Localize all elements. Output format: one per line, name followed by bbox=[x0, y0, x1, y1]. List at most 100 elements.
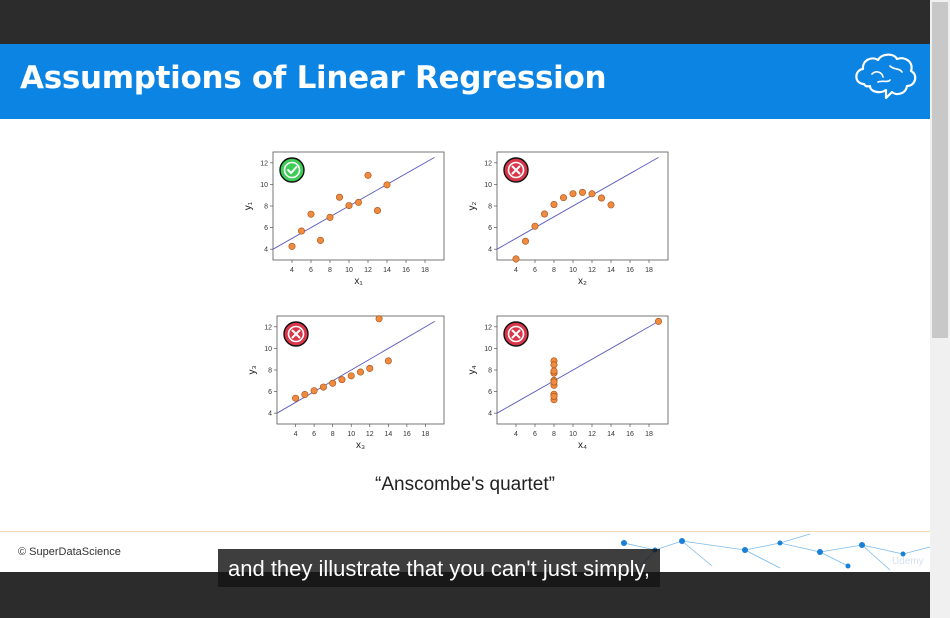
data-point bbox=[301, 391, 309, 399]
cross-icon bbox=[503, 321, 529, 347]
x-tick-label: 16 bbox=[402, 267, 410, 274]
data-point bbox=[578, 188, 586, 196]
y-tick-label: 6 bbox=[268, 389, 272, 396]
data-point bbox=[375, 315, 383, 323]
x-tick-label: 4 bbox=[514, 431, 518, 438]
udemy-watermark: Udemy bbox=[892, 556, 924, 567]
y-tick-label: 6 bbox=[488, 389, 492, 396]
x-tick-label: 16 bbox=[626, 267, 634, 274]
data-point bbox=[521, 237, 529, 245]
data-point bbox=[310, 387, 318, 395]
slide: Assumptions of Linear Regression 4 6 8 10 12… bbox=[0, 44, 930, 572]
cross-mark bbox=[511, 329, 521, 339]
x-tick-label: 16 bbox=[626, 431, 634, 438]
y-axis-label: y₃ bbox=[247, 365, 258, 374]
data-point bbox=[559, 194, 567, 202]
x-tick-label: 6 bbox=[533, 267, 537, 274]
data-point bbox=[364, 171, 372, 179]
y-tick-label: 10 bbox=[264, 346, 272, 353]
copyright-text: © SuperDataScience bbox=[18, 546, 121, 558]
y-axis-label: y₁ bbox=[243, 201, 254, 210]
data-point bbox=[292, 394, 300, 402]
data-point bbox=[288, 242, 296, 250]
x-tick-label: 18 bbox=[421, 267, 429, 274]
data-point bbox=[345, 202, 353, 210]
data-point bbox=[597, 194, 605, 202]
footer-divider bbox=[0, 531, 930, 532]
x-tick-label: 16 bbox=[403, 431, 411, 438]
x-tick-label: 10 bbox=[347, 431, 355, 438]
data-point bbox=[512, 255, 520, 263]
y-tick-label: 10 bbox=[260, 182, 268, 189]
data-point bbox=[297, 227, 305, 235]
x-axis-label: x₃ bbox=[356, 440, 365, 451]
regression-line bbox=[496, 157, 659, 250]
regression-line bbox=[276, 321, 435, 414]
x-tick-label: 14 bbox=[607, 267, 615, 274]
status-badge-ring bbox=[507, 325, 525, 343]
cross-mark bbox=[511, 165, 521, 175]
data-point bbox=[335, 193, 343, 201]
y-tick-label: 6 bbox=[264, 225, 268, 232]
x-tick-label: 10 bbox=[569, 267, 577, 274]
x-axis-label: x₁ bbox=[354, 276, 363, 287]
brain-icon bbox=[855, 53, 917, 100]
data-point bbox=[307, 210, 315, 218]
x-tick-label: 14 bbox=[384, 431, 392, 438]
status-badge-ring bbox=[507, 161, 525, 179]
y-tick-label: 12 bbox=[484, 160, 492, 167]
cross-mark bbox=[291, 329, 301, 339]
regression-line bbox=[496, 321, 659, 414]
x-tick-label: 10 bbox=[345, 267, 353, 274]
data-point bbox=[569, 190, 577, 198]
y-tick-label: 8 bbox=[264, 204, 268, 211]
y-tick-label: 10 bbox=[484, 182, 492, 189]
x-tick-label: 4 bbox=[290, 267, 294, 274]
y-tick-label: 8 bbox=[268, 368, 272, 375]
data-point bbox=[550, 367, 558, 375]
x-tick-label: 8 bbox=[552, 431, 556, 438]
y-tick-label: 4 bbox=[488, 411, 492, 418]
x-tick-label: 10 bbox=[569, 431, 577, 438]
data-point bbox=[366, 364, 374, 372]
y-tick-label: 4 bbox=[264, 247, 268, 254]
data-point bbox=[347, 372, 355, 380]
x-tick-label: 12 bbox=[364, 267, 372, 274]
data-point bbox=[550, 378, 558, 386]
data-point bbox=[540, 210, 548, 218]
x-tick-label: 12 bbox=[366, 431, 374, 438]
y-tick-label: 8 bbox=[488, 368, 492, 375]
y-tick-label: 8 bbox=[488, 204, 492, 211]
data-point bbox=[383, 181, 391, 189]
y-tick-label: 4 bbox=[488, 247, 492, 254]
scrollbar-thumb[interactable] bbox=[932, 2, 948, 338]
data-point bbox=[373, 207, 381, 215]
video-top-bar bbox=[0, 0, 930, 44]
y-axis-label: y₄ bbox=[467, 365, 478, 374]
x-axis-label: x₄ bbox=[578, 440, 587, 451]
slide-title: Assumptions of Linear Regression bbox=[20, 60, 607, 96]
title-bar: Assumptions of Linear Regression bbox=[0, 44, 930, 119]
y-axis-label: y₂ bbox=[467, 201, 478, 210]
data-point bbox=[607, 201, 615, 209]
x-tick-label: 18 bbox=[422, 431, 430, 438]
check-icon bbox=[279, 157, 305, 183]
y-tick-label: 10 bbox=[484, 346, 492, 353]
x-tick-label: 6 bbox=[533, 431, 537, 438]
x-tick-label: 6 bbox=[312, 431, 316, 438]
data-point bbox=[326, 213, 334, 221]
data-point bbox=[550, 392, 558, 400]
figure-caption: “Anscombe's quartet” bbox=[375, 474, 555, 495]
x-tick-label: 8 bbox=[331, 431, 335, 438]
x-tick-label: 6 bbox=[309, 267, 313, 274]
x-tick-label: 18 bbox=[645, 431, 653, 438]
y-tick-label: 6 bbox=[488, 225, 492, 232]
status-badge bbox=[279, 157, 305, 183]
data-point bbox=[354, 198, 362, 206]
data-point bbox=[550, 361, 558, 369]
data-point bbox=[588, 190, 596, 198]
y-tick-label: 12 bbox=[260, 160, 268, 167]
